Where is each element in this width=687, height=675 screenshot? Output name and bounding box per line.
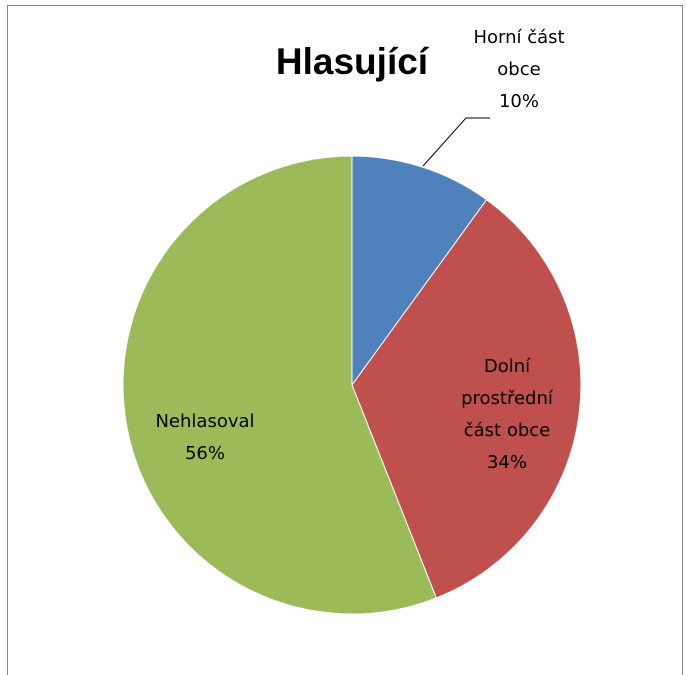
category-label: Horní část obce	[473, 27, 565, 80]
pie-slice	[122, 155, 437, 615]
pie-slice	[351, 199, 582, 599]
slice-label: Horní část obce 10%	[462, 22, 577, 118]
category-label: Dolní prostřední část obce	[461, 356, 553, 441]
value-label: 10%	[498, 91, 539, 112]
category-label: Nehlasoval	[155, 411, 255, 432]
slice-label: Nehlasoval 56%	[140, 406, 270, 470]
slice-label: Dolní prostřední část obce 34%	[450, 351, 565, 479]
leader-line	[422, 117, 490, 167]
value-label: 56%	[184, 443, 225, 464]
value-label: 34%	[486, 452, 527, 473]
chart-title: Hlasující	[276, 41, 430, 82]
pie-slice	[351, 155, 488, 387]
